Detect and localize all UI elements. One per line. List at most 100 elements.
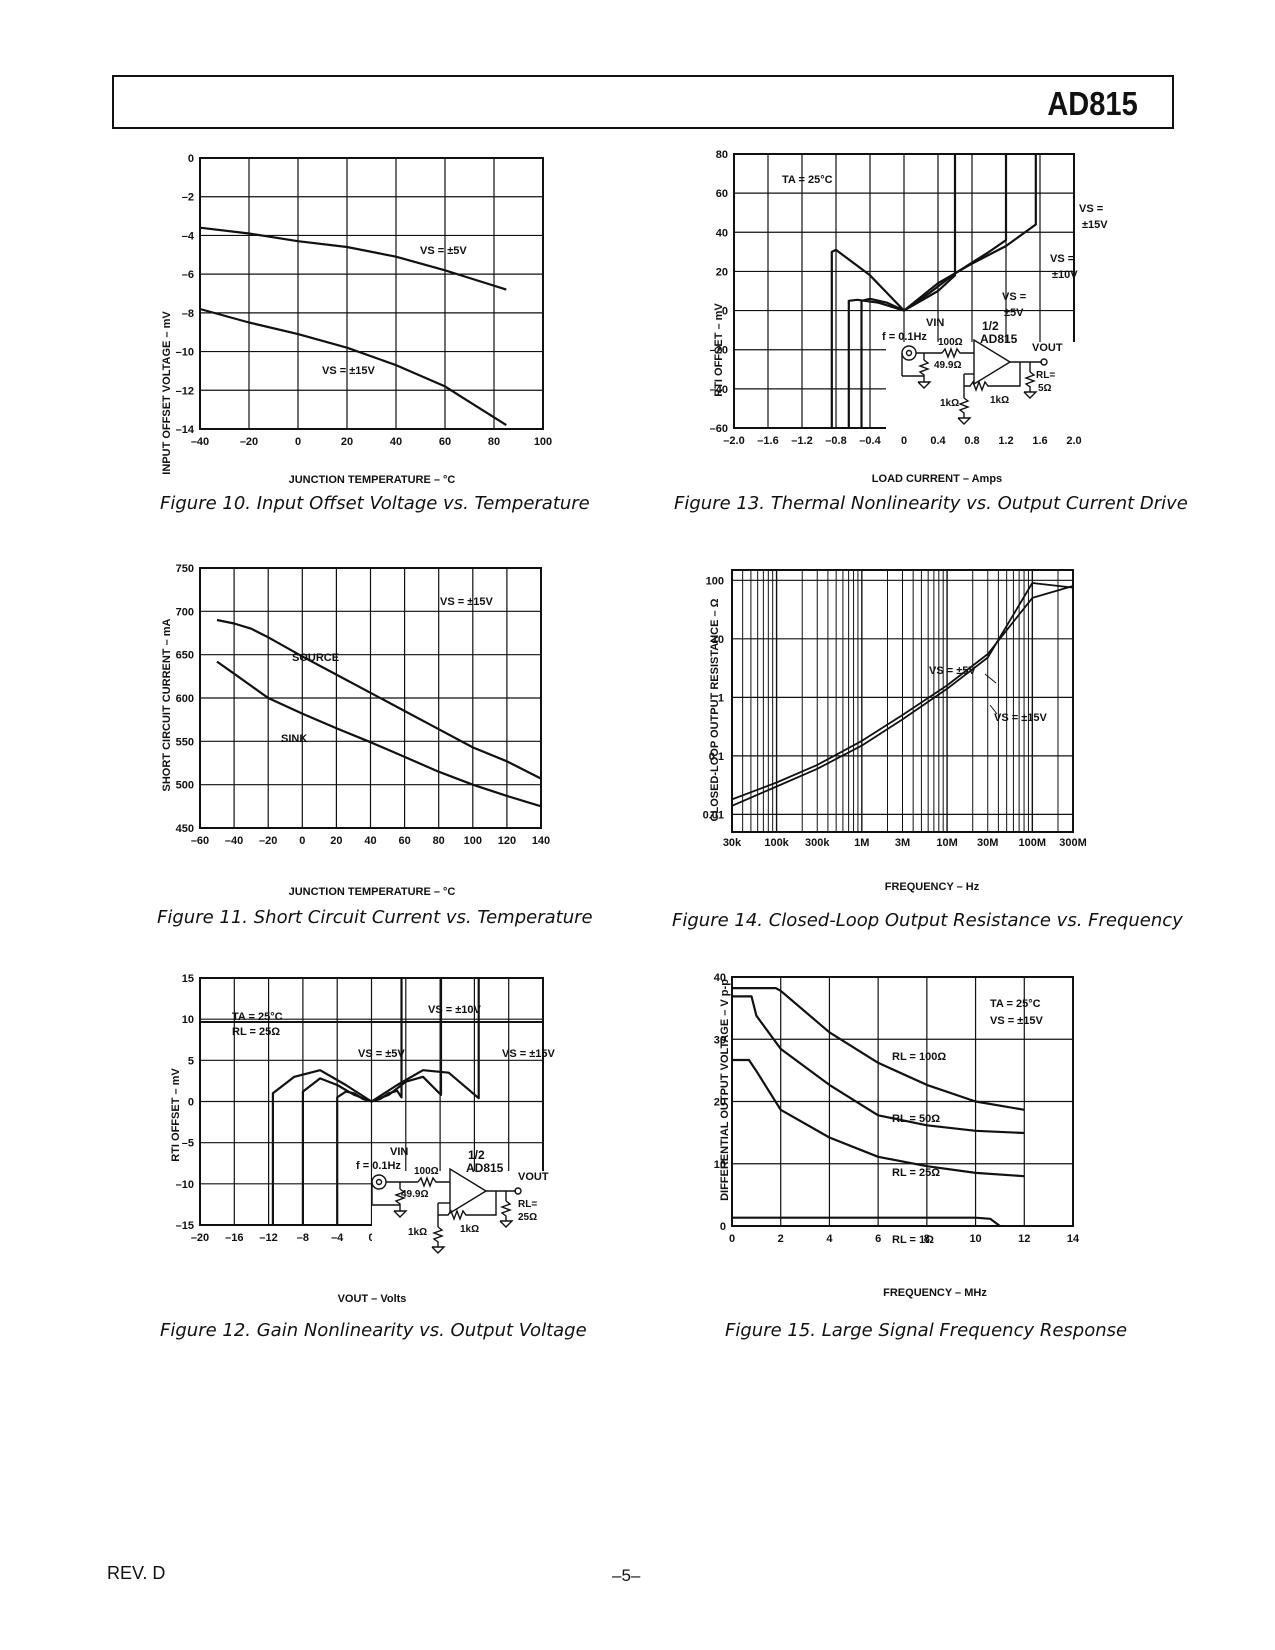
fig10-ylabel: INPUT OFFSET VOLTAGE – mV xyxy=(161,311,173,475)
series-line xyxy=(199,226,507,291)
figure-12-caption: Figure 12. Gain Nonlinearity vs. Output … xyxy=(160,1320,587,1341)
fig11-xlabel: JUNCTION TEMPERATURE – °C xyxy=(289,886,456,898)
y-tick-label: –5 xyxy=(182,1138,194,1150)
fig14-ylabel: CLOSED-LOOP OUTPUT RESISTANCE – Ω xyxy=(709,598,721,821)
x-tick-label: –40 xyxy=(191,436,209,448)
y-tick-label: –40 xyxy=(710,384,728,396)
fig13-label-ta: TA = 25°C xyxy=(782,174,833,186)
fig10-xlabel: JUNCTION TEMPERATURE – °C xyxy=(289,474,456,486)
y-tick-label: –10 xyxy=(176,1179,194,1191)
y-tick-label: –15 xyxy=(176,1220,194,1232)
fig12-circuit-r1ka: 1kΩ xyxy=(408,1227,427,1238)
series-line xyxy=(732,1216,1001,1227)
fig15-label-r25: RL = 25Ω xyxy=(892,1167,940,1179)
fig11-label-vs: VS = ±15V xyxy=(440,596,493,608)
y-tick-label: 5 xyxy=(188,1055,194,1067)
part-number: AD815 xyxy=(1047,85,1138,122)
fig15-label-r1: RL = 1Ω xyxy=(892,1234,934,1246)
figure-12-chart: –20–16–12–8–4048121620151050–5–10–15 RTI… xyxy=(170,973,562,1305)
x-tick-label: 100M xyxy=(1019,837,1047,849)
y-tick-label: –8 xyxy=(182,308,194,320)
page-header-box: AD815 xyxy=(112,75,1174,129)
fig13-circuit-r1kb: 1kΩ xyxy=(990,395,1009,406)
figure-14-chart: 30k 100k 300k 1M 3M 10M 30M 100M 300M 100 10 1 0.1 0.… xyxy=(703,569,1087,893)
fig12-circuit-half: 1/2 xyxy=(468,1148,485,1162)
fig14-label-s15: VS = ±15V xyxy=(994,712,1047,724)
fig13-circuit-r1ka: 1kΩ xyxy=(940,398,959,409)
y-tick-label: 550 xyxy=(176,736,194,748)
series-line xyxy=(731,582,1074,807)
y-tick-label: 600 xyxy=(176,693,194,705)
fig13-xlabel: LOAD CURRENT – Amps xyxy=(872,473,1002,485)
figure-10-caption: Figure 10. Input Offset Voltage vs. Temp… xyxy=(160,493,590,514)
fig11-label-sink: SINK xyxy=(281,733,307,745)
figure-15-caption: Figure 15. Large Signal Frequency Respon… xyxy=(725,1320,1128,1341)
fig13-label-s15b: ±15V xyxy=(1082,219,1108,231)
y-tick-label: 60 xyxy=(716,188,728,200)
x-tick-label: 1M xyxy=(854,837,869,849)
series-line xyxy=(199,307,507,427)
x-tick-label: –60 xyxy=(191,835,209,847)
x-tick-label: 60 xyxy=(439,436,451,448)
fig12-circuit-f: f = 0.1Hz xyxy=(356,1160,401,1172)
x-tick-label: 80 xyxy=(488,436,500,448)
figure-11-caption: Figure 11. Short Circuit Current vs. Tem… xyxy=(157,907,593,928)
x-tick-label: –40 xyxy=(225,835,243,847)
fig10-label-vs15: VS = ±15V xyxy=(322,365,375,377)
fig15-ylabel: DIFFERENTIAL OUTPUT VOLTAGE – V p-p xyxy=(719,979,731,1201)
series-line xyxy=(732,995,1025,1135)
y-tick-label: 15 xyxy=(182,973,194,985)
y-tick-label: 20 xyxy=(716,266,728,278)
fig13-label-s15a: VS = xyxy=(1079,203,1103,215)
figure-13-chart: –2.0 –1.6 –1.2 –0.8 –0.4 0 0.4 0.8 1.2 1.6 2.0 80 60… xyxy=(710,149,1109,485)
fig15-label-r50: RL = 50Ω xyxy=(892,1113,940,1125)
x-tick-label: –20 xyxy=(191,1232,209,1244)
series-line xyxy=(732,1058,1025,1178)
figure-15-chart: 0 2 4 6 8 10 12 14 40 30 20 10 0 DIFFERENTIAL OUTPUT… xyxy=(714,972,1080,1299)
y-tick-label: 700 xyxy=(176,606,194,618)
figure-10-chart: –40 –20 0 20 40 60 80 100 0 –2 –4 –6 –8 –10 –12 –14 INP… xyxy=(161,153,552,486)
y-tick-label: –60 xyxy=(710,423,728,435)
fig13-circuit: VIN f = 0.1Hz 1/2 AD815 100Ω VOUT 49.9Ω … xyxy=(882,317,1076,430)
x-tick-label: 40 xyxy=(390,436,402,448)
x-tick-label: 100 xyxy=(464,835,482,847)
fig13-circuit-r499: 49.9Ω xyxy=(934,360,961,371)
y-tick-label: –4 xyxy=(182,230,195,242)
y-tick-label: 450 xyxy=(176,823,194,835)
x-tick-label: 10M xyxy=(936,837,957,849)
y-tick-label: –2 xyxy=(182,192,194,204)
x-tick-label: 60 xyxy=(398,835,410,847)
y-tick-label: –20 xyxy=(710,345,728,357)
x-tick-label: 120 xyxy=(498,835,516,847)
x-tick-label: –16 xyxy=(225,1232,243,1244)
x-tick-label: 40 xyxy=(364,835,376,847)
fig12-circuit-part: AD815 xyxy=(466,1161,504,1175)
fig11-ylabel: SHORT CIRCUIT CURRENT – mA xyxy=(161,618,173,791)
y-tick-label: –12 xyxy=(176,385,194,397)
x-tick-label: 1.6 xyxy=(1032,435,1047,447)
y-tick-label: 0 xyxy=(722,306,728,318)
x-tick-label: 10 xyxy=(969,1233,981,1245)
x-tick-label: 0 xyxy=(901,435,907,447)
fig12-circuit-vout: VOUT xyxy=(518,1171,549,1183)
fig15-label-r100: RL = 100Ω xyxy=(892,1051,946,1063)
fig12-label-ta: TA = 25°C xyxy=(232,1011,283,1023)
fig12-label-s15: VS = ±15V xyxy=(502,1048,555,1060)
fig13-label-s10a: VS = xyxy=(1050,253,1074,265)
x-tick-label: 2 xyxy=(778,1233,784,1245)
fig13-circuit-half: 1/2 xyxy=(982,319,999,333)
x-tick-label: –1.2 xyxy=(791,435,812,447)
x-tick-label: –12 xyxy=(259,1232,277,1244)
y-tick-label: 100 xyxy=(706,575,724,587)
fig15-xlabel: FREQUENCY – MHz xyxy=(883,1287,987,1299)
x-tick-label: 0 xyxy=(295,436,301,448)
plot-frame xyxy=(199,157,544,430)
fig12-circuit-r499: 49.9Ω xyxy=(401,1189,428,1200)
y-tick-label: 1 xyxy=(718,692,724,704)
fig13-label-s5b: ±5V xyxy=(1004,307,1024,319)
series-line xyxy=(732,987,1025,1111)
fig13-circuit-r100: 100Ω xyxy=(938,337,963,348)
x-tick-label: 1.2 xyxy=(998,435,1013,447)
x-tick-label: 30M xyxy=(977,837,998,849)
fig12-ylabel: RTI OFFSET – mV xyxy=(170,1068,182,1162)
